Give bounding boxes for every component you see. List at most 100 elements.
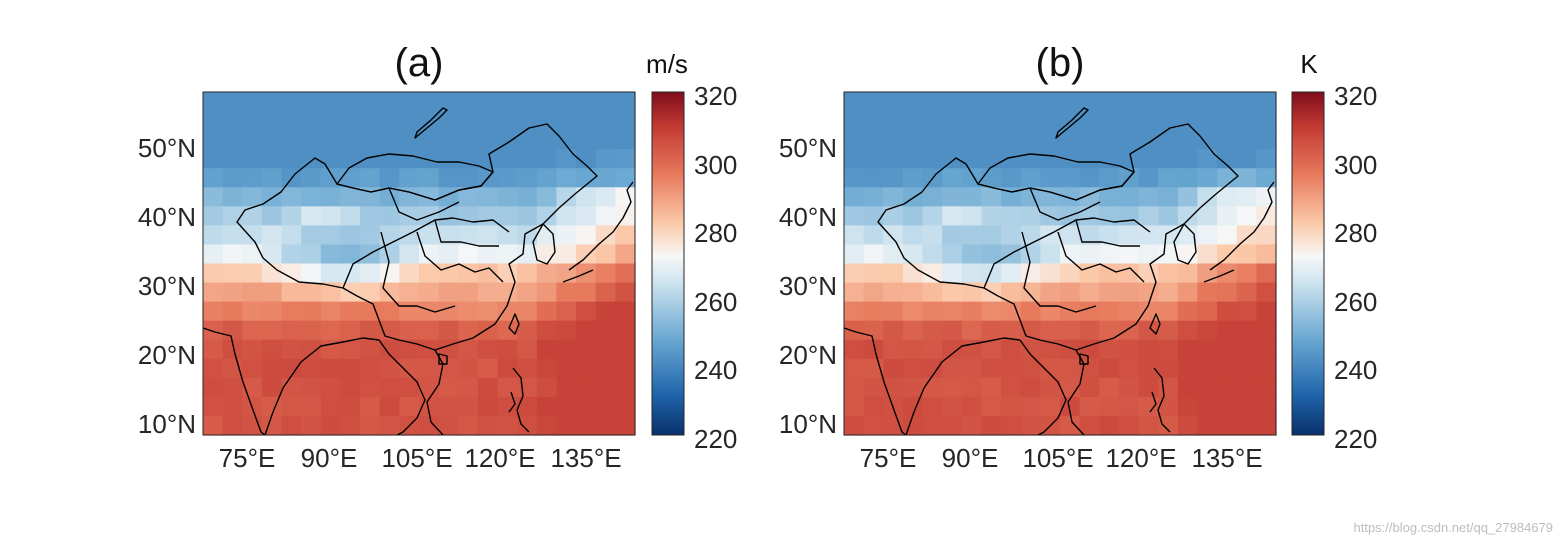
heatmap-cell <box>281 339 302 360</box>
heatmap-cell <box>458 168 479 188</box>
heatmap-cell <box>340 187 361 207</box>
heatmap-cell <box>981 244 1002 265</box>
coastline-border-path <box>342 217 510 289</box>
panel-a-xtick-135: 135°E <box>550 443 621 473</box>
heatmap-cell <box>942 111 963 131</box>
heatmap-cell <box>942 206 963 226</box>
panel-a-cb-tick-320: 320 <box>694 81 737 111</box>
heatmap-cell <box>1001 339 1022 360</box>
heatmap-cell <box>203 225 224 246</box>
heatmap-cell <box>922 377 943 398</box>
panel-b-y-ticks: 50°N 40°N 30°N 20°N 10°N <box>779 133 837 439</box>
heatmap-cell <box>556 358 577 379</box>
heatmap-cell <box>399 149 420 169</box>
heatmap-cell <box>863 244 884 265</box>
heatmap-cell <box>517 168 538 188</box>
heatmap-cell <box>320 263 342 284</box>
heatmap-cell <box>379 358 400 379</box>
panel-b-ytick-50: 50°N <box>779 133 837 163</box>
heatmap-cell <box>615 111 636 131</box>
heatmap-cell <box>203 130 224 150</box>
heatmap-cell <box>379 130 400 150</box>
heatmap-cell <box>1177 225 1199 246</box>
coastline-border-path <box>1067 349 1085 436</box>
heatmap-cell <box>242 282 263 303</box>
panel-b-xtick-120: 120°E <box>1105 443 1176 473</box>
heatmap-cell <box>1197 415 1218 436</box>
heatmap-cell <box>477 130 499 150</box>
heatmap-cell <box>942 225 963 246</box>
coastline-border-path <box>1019 339 1067 436</box>
heatmap-cell <box>203 187 224 207</box>
heatmap-cell <box>419 92 440 112</box>
heatmap-cell <box>1256 130 1277 150</box>
coastline-border-path <box>1153 367 1171 433</box>
heatmap-cell <box>458 301 479 322</box>
coastline-border-path <box>1055 107 1089 139</box>
heatmap-cell <box>1256 320 1277 341</box>
heatmap-cell <box>961 149 983 169</box>
heatmap-cell <box>1158 244 1179 265</box>
heatmap-cell <box>399 282 420 303</box>
heatmap-cell <box>1020 225 1041 246</box>
heatmap-cell <box>1138 244 1159 265</box>
heatmap-cell <box>1099 377 1120 398</box>
heatmap-cell <box>1138 263 1159 284</box>
heatmap-cell <box>203 396 224 417</box>
heatmap-cell <box>419 225 440 246</box>
heatmap-cell <box>922 339 943 360</box>
heatmap-cell <box>1001 187 1022 207</box>
heatmap-cell <box>438 225 459 246</box>
panel-a-coastlines <box>202 107 634 436</box>
heatmap-cell <box>883 339 904 360</box>
heatmap-cell <box>1040 320 1061 341</box>
heatmap-cell <box>281 187 302 207</box>
heatmap-cell <box>844 244 865 265</box>
heatmap-cell <box>1177 130 1199 150</box>
heatmap-cell <box>615 187 636 207</box>
heatmap-cell <box>536 263 558 284</box>
coastline-border-path <box>1203 269 1235 283</box>
heatmap-cell <box>497 149 518 169</box>
heatmap-cell <box>419 282 440 303</box>
heatmap-cell <box>981 149 1002 169</box>
heatmap-cell <box>844 92 865 112</box>
heatmap-cell <box>942 244 963 265</box>
heatmap-cell <box>1236 187 1257 207</box>
heatmap-cell <box>477 415 499 436</box>
heatmap-cell <box>340 377 361 398</box>
coastline-border-path <box>983 217 1151 289</box>
heatmap-cell <box>1040 263 1061 284</box>
heatmap-cell <box>1177 282 1199 303</box>
heatmap-cell <box>1060 263 1081 284</box>
heatmap-cell <box>1099 358 1120 379</box>
heatmap-cell <box>1001 206 1022 226</box>
coastline-border-path <box>532 223 556 265</box>
heatmap-cell <box>222 263 243 284</box>
heatmap-cell <box>320 282 342 303</box>
heatmap-cell <box>942 415 963 436</box>
panel-a-x-ticks: 75°E 90°E 105°E 120°E 135°E <box>219 443 622 473</box>
heatmap-cell <box>1256 149 1277 169</box>
heatmap-cell <box>863 282 884 303</box>
heatmap-cell <box>1236 130 1257 150</box>
heatmap-cell <box>1060 358 1081 379</box>
coastline-border-path <box>562 269 594 283</box>
heatmap-cell <box>1040 92 1061 112</box>
heatmap-cell <box>556 244 577 265</box>
heatmap-cell <box>1138 301 1159 322</box>
heatmap-cell <box>379 396 400 417</box>
heatmap-cell <box>203 111 224 131</box>
heatmap-cell <box>942 149 963 169</box>
heatmap-cell <box>922 282 943 303</box>
heatmap-cell <box>595 149 616 169</box>
coastline-border-path <box>1149 391 1157 413</box>
heatmap-cell <box>438 396 459 417</box>
coastline-border-path <box>905 337 1021 436</box>
heatmap-cell <box>1197 149 1218 169</box>
heatmap-cell <box>595 396 616 417</box>
heatmap-cell <box>902 263 924 284</box>
heatmap-cell <box>399 244 420 265</box>
heatmap-cell <box>922 130 943 150</box>
